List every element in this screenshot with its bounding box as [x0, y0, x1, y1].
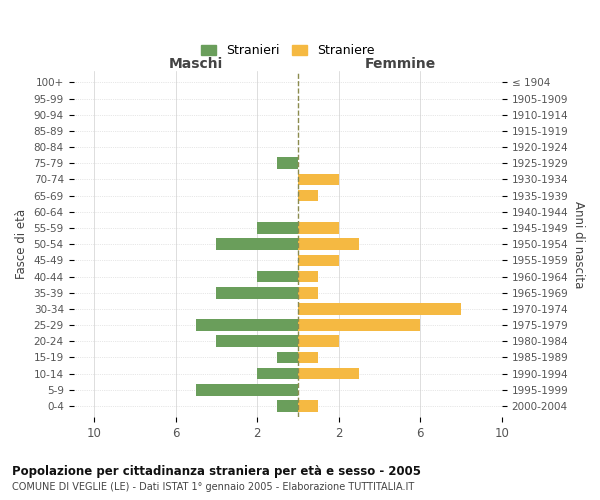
Bar — [217, 336, 298, 347]
Bar — [298, 254, 338, 266]
Bar — [277, 352, 298, 363]
Bar — [257, 270, 298, 282]
Bar — [257, 222, 298, 234]
Bar — [298, 174, 338, 186]
Text: Maschi: Maschi — [169, 57, 223, 71]
Bar — [196, 319, 298, 331]
Text: COMUNE DI VEGLIE (LE) - Dati ISTAT 1° gennaio 2005 - Elaborazione TUTTITALIA.IT: COMUNE DI VEGLIE (LE) - Dati ISTAT 1° ge… — [12, 482, 414, 492]
Bar — [298, 352, 318, 363]
Legend: Stranieri, Straniere: Stranieri, Straniere — [196, 40, 379, 62]
Bar — [298, 287, 318, 298]
Bar — [298, 319, 420, 331]
Bar — [217, 238, 298, 250]
Bar — [277, 158, 298, 169]
Bar — [298, 270, 318, 282]
Y-axis label: Anni di nascita: Anni di nascita — [572, 200, 585, 288]
Bar — [257, 368, 298, 380]
Bar — [298, 303, 461, 314]
Bar — [298, 190, 318, 202]
Text: Femmine: Femmine — [364, 57, 436, 71]
Bar — [217, 287, 298, 298]
Bar — [298, 222, 338, 234]
Bar — [298, 238, 359, 250]
Bar — [196, 384, 298, 396]
Bar — [298, 400, 318, 412]
Y-axis label: Fasce di età: Fasce di età — [15, 209, 28, 280]
Bar — [298, 336, 338, 347]
Text: Popolazione per cittadinanza straniera per età e sesso - 2005: Popolazione per cittadinanza straniera p… — [12, 465, 421, 478]
Bar — [298, 368, 359, 380]
Bar — [277, 400, 298, 412]
